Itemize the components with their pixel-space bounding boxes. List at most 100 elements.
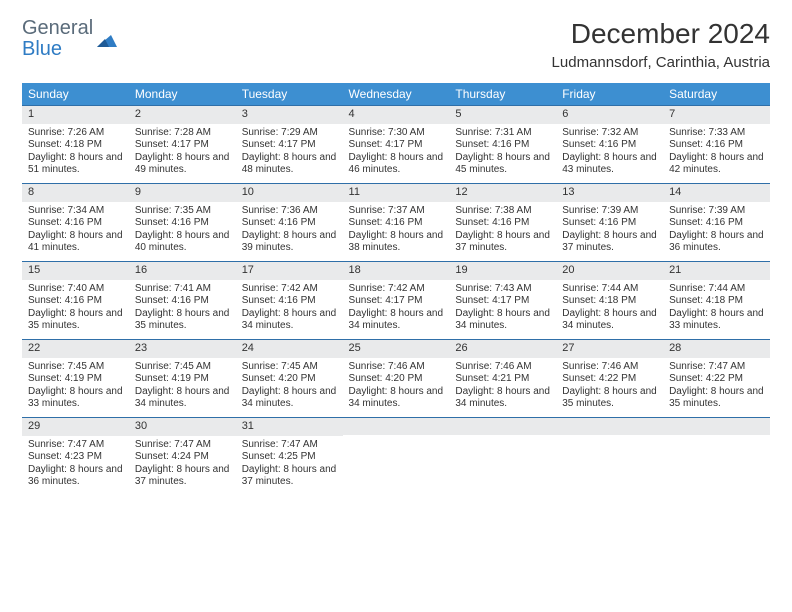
day-body: Sunrise: 7:47 AMSunset: 4:23 PMDaylight:… <box>22 436 129 493</box>
sunrise-text: Sunrise: 7:44 AM <box>669 283 764 296</box>
daylight-text: Daylight: 8 hours and 34 minutes. <box>242 308 337 333</box>
calendar-cell: 11Sunrise: 7:37 AMSunset: 4:16 PMDayligh… <box>343 184 450 262</box>
cell-inner: 6Sunrise: 7:32 AMSunset: 4:16 PMDaylight… <box>556 106 663 183</box>
brand-logo: General Blue <box>22 18 117 60</box>
cell-inner <box>556 418 663 496</box>
page-header: General Blue December 2024 Ludmannsdorf,… <box>22 18 770 71</box>
day-number: 21 <box>663 262 770 280</box>
daylight-text: Daylight: 8 hours and 38 minutes. <box>349 230 444 255</box>
weekday-header: Tuesday <box>236 83 343 106</box>
sunset-text: Sunset: 4:20 PM <box>349 373 444 386</box>
cell-inner: 26 Sunrise: 7:46 AMSunset: 4:21 PMDayligh… <box>449 340 556 417</box>
sunrise-text: Sunrise: 7:30 AM <box>349 127 444 140</box>
calendar-cell: 2Sunrise: 7:28 AMSunset: 4:17 PMDaylight… <box>129 106 236 184</box>
calendar-cell: 17Sunrise: 7:42 AMSunset: 4:16 PMDayligh… <box>236 262 343 340</box>
calendar-body: 1Sunrise: 7:26 AMSunset: 4:18 PMDaylight… <box>22 106 770 496</box>
day-number: 12 <box>449 184 556 202</box>
sunrise-text: Sunrise: 7:26 AM <box>28 127 123 140</box>
day-number: 29 <box>22 418 129 436</box>
cell-inner: 8Sunrise: 7:34 AMSunset: 4:16 PMDaylight… <box>22 184 129 261</box>
sunrise-text: Sunrise: 7:36 AM <box>242 205 337 218</box>
sunset-text: Sunset: 4:23 PM <box>28 451 123 464</box>
day-number: 26 <box>449 340 556 358</box>
sunrise-text: Sunrise: 7:34 AM <box>28 205 123 218</box>
cell-inner: 24Sunrise: 7:45 AMSunset: 4:20 PMDayligh… <box>236 340 343 417</box>
calendar-cell <box>663 418 770 496</box>
day-number: 18 <box>343 262 450 280</box>
month-title: December 2024 <box>552 18 770 50</box>
daylight-text: Daylight: 8 hours and 49 minutes. <box>135 152 230 177</box>
day-body: Sunrise: 7:40 AMSunset: 4:16 PMDaylight:… <box>22 280 129 337</box>
daylight-text: Daylight: 8 hours and 36 minutes. <box>28 464 123 489</box>
cell-inner: 27Sunrise: 7:46 AMSunset: 4:22 PMDayligh… <box>556 340 663 417</box>
cell-inner: 15Sunrise: 7:40 AMSunset: 4:16 PMDayligh… <box>22 262 129 339</box>
day-number: 2 <box>129 106 236 124</box>
calendar-cell: 25Sunrise: 7:46 AMSunset: 4:20 PMDayligh… <box>343 340 450 418</box>
day-number: 25 <box>343 340 450 358</box>
calendar-cell: 20Sunrise: 7:44 AMSunset: 4:18 PMDayligh… <box>556 262 663 340</box>
sunset-text: Sunset: 4:16 PM <box>562 217 657 230</box>
daylight-text: Daylight: 8 hours and 34 minutes. <box>242 386 337 411</box>
sunset-text: Sunset: 4:22 PM <box>562 373 657 386</box>
calendar-cell: 23Sunrise: 7:45 AMSunset: 4:19 PMDayligh… <box>129 340 236 418</box>
weekday-header: Thursday <box>449 83 556 106</box>
sunrise-text: Sunrise: 7:33 AM <box>669 127 764 140</box>
day-body: Sunrise: 7:46 AMSunset: 4:22 PMDaylight:… <box>556 358 663 415</box>
weekday-header: Saturday <box>663 83 770 106</box>
day-body: Sunrise: 7:33 AMSunset: 4:16 PMDaylight:… <box>663 124 770 181</box>
calendar-cell: 14Sunrise: 7:39 AMSunset: 4:16 PMDayligh… <box>663 184 770 262</box>
cell-inner: 5Sunrise: 7:31 AMSunset: 4:16 PMDaylight… <box>449 106 556 183</box>
sunset-text: Sunset: 4:24 PM <box>135 451 230 464</box>
sunset-text: Sunset: 4:16 PM <box>242 217 337 230</box>
calendar-cell: 30Sunrise: 7:47 AMSunset: 4:24 PMDayligh… <box>129 418 236 496</box>
sunset-text: Sunset: 4:16 PM <box>28 217 123 230</box>
day-number: 3 <box>236 106 343 124</box>
day-number: 4 <box>343 106 450 124</box>
cell-inner: 13Sunrise: 7:39 AMSunset: 4:16 PMDayligh… <box>556 184 663 261</box>
day-body: Sunrise: 7:31 AMSunset: 4:16 PMDaylight:… <box>449 124 556 181</box>
day-body: Sunrise: 7:45 AMSunset: 4:19 PMDaylight:… <box>129 358 236 415</box>
calendar-cell: 19Sunrise: 7:43 AMSunset: 4:17 PMDayligh… <box>449 262 556 340</box>
daylight-text: Daylight: 8 hours and 46 minutes. <box>349 152 444 177</box>
calendar-week-row: 1Sunrise: 7:26 AMSunset: 4:18 PMDaylight… <box>22 106 770 184</box>
cell-inner: 3Sunrise: 7:29 AMSunset: 4:17 PMDaylight… <box>236 106 343 183</box>
sunset-text: Sunset: 4:20 PM <box>242 373 337 386</box>
daylight-text: Daylight: 8 hours and 37 minutes. <box>242 464 337 489</box>
daylight-text: Daylight: 8 hours and 41 minutes. <box>28 230 123 255</box>
sunrise-text: Sunrise: 7:46 AM <box>349 361 444 374</box>
sunrise-text: Sunrise: 7:47 AM <box>28 439 123 452</box>
daylight-text: Daylight: 8 hours and 37 minutes. <box>135 464 230 489</box>
calendar-cell: 18Sunrise: 7:42 AMSunset: 4:17 PMDayligh… <box>343 262 450 340</box>
sunset-text: Sunset: 4:16 PM <box>455 139 550 152</box>
sunset-text: Sunset: 4:19 PM <box>28 373 123 386</box>
cell-inner: 30Sunrise: 7:47 AMSunset: 4:24 PMDayligh… <box>129 418 236 496</box>
daylight-text: Daylight: 8 hours and 48 minutes. <box>242 152 337 177</box>
sunset-text: Sunset: 4:17 PM <box>455 295 550 308</box>
sunrise-text: Sunrise: 7:46 AM <box>455 361 550 374</box>
sunrise-text: Sunrise: 7:35 AM <box>135 205 230 218</box>
daylight-text: Daylight: 8 hours and 34 minutes. <box>455 386 550 411</box>
day-number: 9 <box>129 184 236 202</box>
cell-inner: 11Sunrise: 7:37 AMSunset: 4:16 PMDayligh… <box>343 184 450 261</box>
daylight-text: Daylight: 8 hours and 42 minutes. <box>669 152 764 177</box>
calendar-cell: 6Sunrise: 7:32 AMSunset: 4:16 PMDaylight… <box>556 106 663 184</box>
cell-inner: 22Sunrise: 7:45 AMSunset: 4:19 PMDayligh… <box>22 340 129 417</box>
cell-inner: 12Sunrise: 7:38 AMSunset: 4:16 PMDayligh… <box>449 184 556 261</box>
cell-inner: 28Sunrise: 7:47 AMSunset: 4:22 PMDayligh… <box>663 340 770 417</box>
sunset-text: Sunset: 4:21 PM <box>455 373 550 386</box>
day-body: Sunrise: 7:46 AMSunset: 4:20 PMDaylight:… <box>343 358 450 415</box>
sunrise-text: Sunrise: 7:39 AM <box>562 205 657 218</box>
brand-line1: General <box>22 17 93 39</box>
cell-inner: 1Sunrise: 7:26 AMSunset: 4:18 PMDaylight… <box>22 106 129 183</box>
sunset-text: Sunset: 4:22 PM <box>669 373 764 386</box>
sunset-text: Sunset: 4:17 PM <box>349 139 444 152</box>
calendar-cell: 4 Sunrise: 7:30 AMSunset: 4:17 PMDaylight… <box>343 106 450 184</box>
sunrise-text: Sunrise: 7:45 AM <box>242 361 337 374</box>
brand-triangle-icon <box>97 31 117 51</box>
empty-daynum <box>449 418 556 435</box>
empty-daynum <box>663 418 770 435</box>
cell-inner: 18Sunrise: 7:42 AMSunset: 4:17 PMDayligh… <box>343 262 450 339</box>
sunset-text: Sunset: 4:25 PM <box>242 451 337 464</box>
sunset-text: Sunset: 4:17 PM <box>135 139 230 152</box>
calendar-cell: 12Sunrise: 7:38 AMSunset: 4:16 PMDayligh… <box>449 184 556 262</box>
